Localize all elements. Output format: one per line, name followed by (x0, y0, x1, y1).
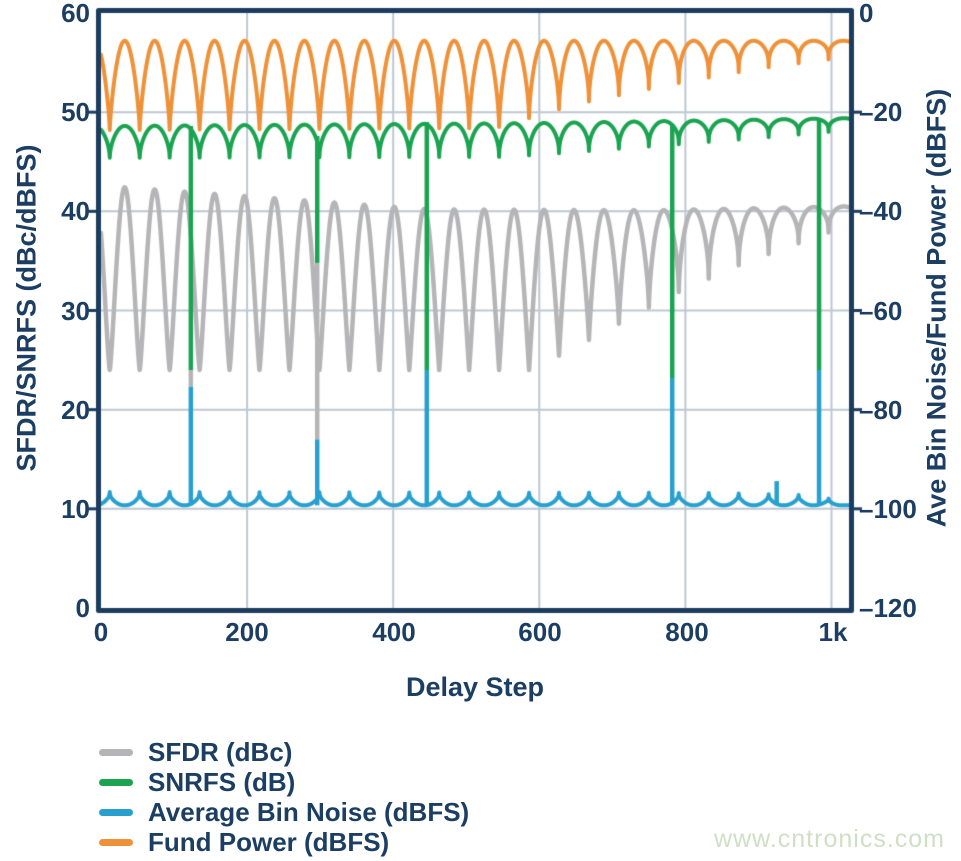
legend-item-snrfs: SNRFS (dB) (99, 767, 469, 797)
y-right-tick-60: –60 (859, 296, 903, 326)
y-left-tick-10: 10 (61, 494, 90, 524)
y-right-tick-0: 0 (859, 0, 874, 28)
x-tick-200: 200 (225, 617, 269, 647)
y-right-tick-80: –80 (859, 395, 903, 425)
y-right-tick-100: –100 (859, 494, 917, 524)
watermark: www.cntronics.com (714, 825, 945, 853)
y-axis-title-right: Ave Bin Noise/Fund Power (dBFS) (921, 88, 952, 528)
bin-noise-line-swatch (99, 808, 133, 816)
y-right-tick-20: –20 (859, 97, 903, 127)
x-tick-800: 800 (665, 617, 709, 647)
fund-power-line-swatch (99, 838, 133, 846)
legend: SFDR (dBc) SNRFS (dB) Average Bin Noise … (99, 737, 469, 857)
x-tick-400: 400 (372, 617, 416, 647)
y-left-tick-50: 50 (61, 97, 90, 127)
y-right-tick-120: –120 (859, 593, 917, 623)
y-left-tick-30: 30 (61, 296, 90, 326)
x-tick-0: 0 (93, 617, 109, 647)
x-tick-1k: 1k (818, 617, 848, 647)
x-tick-600: 600 (518, 617, 562, 647)
legend-label-sfdr: SFDR (dBc) (148, 737, 293, 767)
legend-label-bin-noise: Average Bin Noise (dBFS) (148, 797, 470, 827)
y-left-tick-60: 60 (61, 0, 90, 28)
legend-item-sfdr: SFDR (dBc) (99, 737, 469, 767)
legend-label-snrfs: SNRFS (dB) (148, 767, 296, 797)
snrfs-line-swatch (99, 778, 133, 786)
sfdr-line-swatch (99, 748, 133, 756)
legend-label-fund-power: Fund Power (dBFS) (148, 827, 390, 857)
legend-item-fund-power: Fund Power (dBFS) (99, 827, 469, 857)
y-left-tick-0: 0 (75, 593, 90, 623)
y-left-tick-20: 20 (61, 395, 90, 425)
x-axis-title: Delay Step (405, 672, 545, 702)
y-axis-title-left: SFDR/SNRFS (dBc/dBFS) (11, 144, 42, 472)
legend-item-bin-noise: Average Bin Noise (dBFS) (99, 797, 469, 827)
y-left-tick-40: 40 (61, 196, 90, 226)
y-right-tick-40: –40 (859, 196, 903, 226)
